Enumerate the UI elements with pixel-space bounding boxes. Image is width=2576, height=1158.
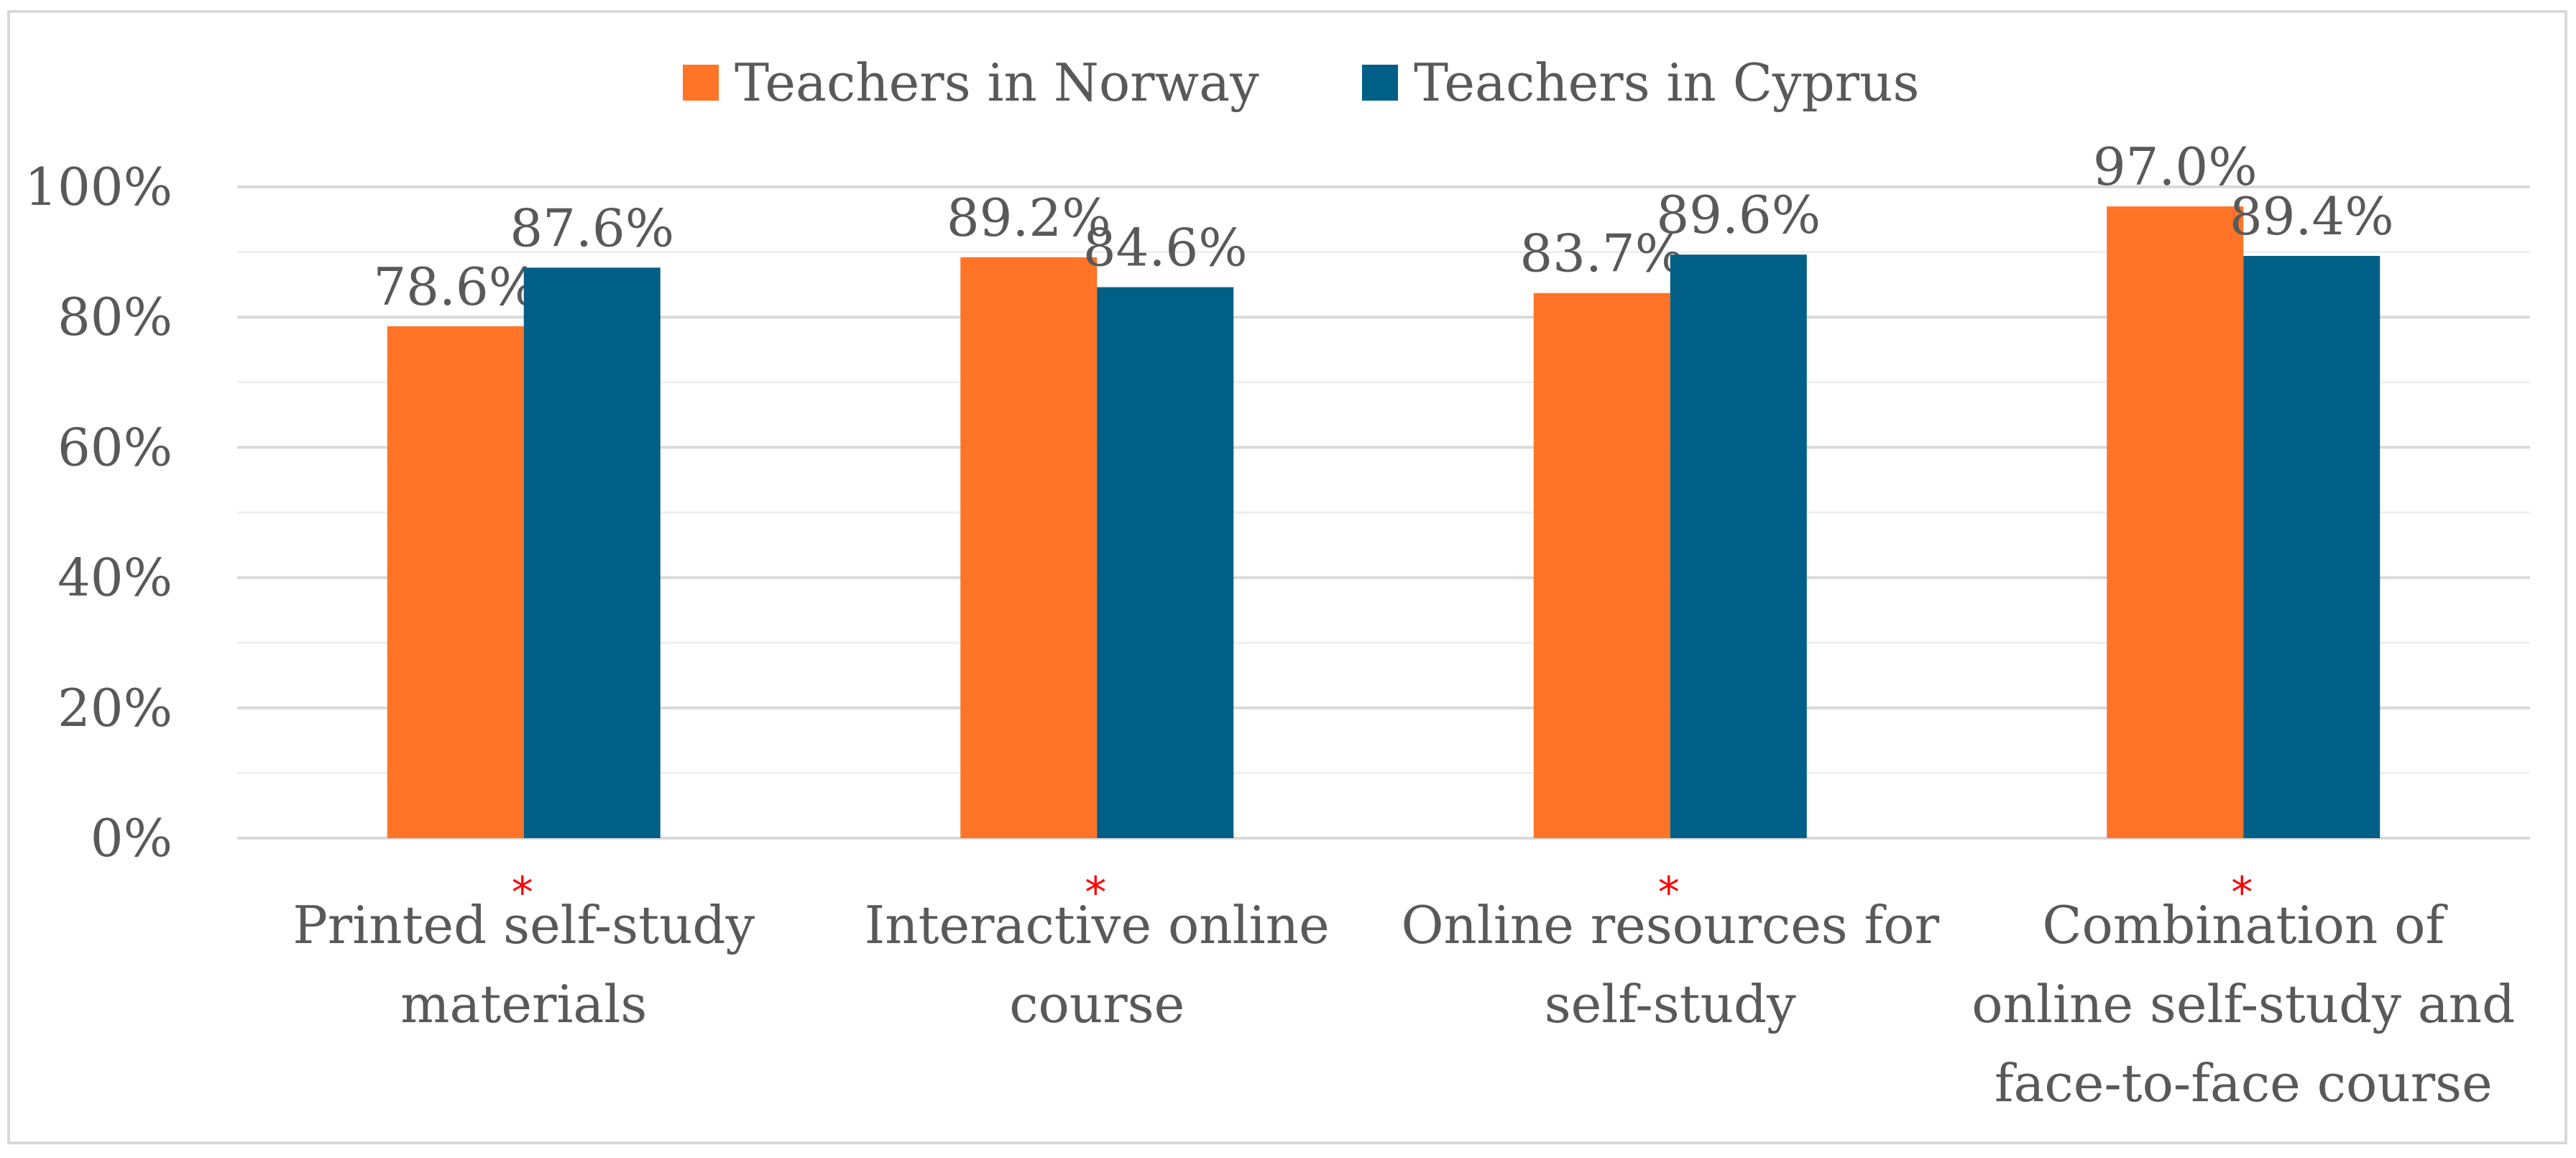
legend-label: Teachers in Norway bbox=[735, 52, 1259, 113]
data-label: 89.6% bbox=[1656, 185, 1821, 245]
data-label: 78.6% bbox=[373, 257, 538, 317]
category-label: Printed self-study bbox=[293, 895, 755, 955]
bar bbox=[1097, 287, 1234, 838]
data-label: 89.2% bbox=[947, 188, 1111, 248]
significance-marker: * bbox=[1085, 868, 1106, 918]
legend-swatch bbox=[1362, 65, 1398, 101]
category-label: Combination of bbox=[2042, 895, 2447, 955]
category-label: Online resources for bbox=[1401, 895, 1939, 955]
bar bbox=[1533, 293, 1670, 839]
data-label: 87.6% bbox=[510, 198, 674, 258]
y-tick-label: 40% bbox=[58, 548, 172, 608]
legend-label: Teachers in Cyprus bbox=[1414, 52, 1919, 113]
category-label: materials bbox=[400, 974, 647, 1034]
bar bbox=[2107, 206, 2244, 838]
significance-marker: * bbox=[1658, 868, 1680, 918]
y-tick-label: 80% bbox=[58, 287, 172, 347]
data-label: 84.6% bbox=[1083, 218, 1248, 278]
y-tick-label: 0% bbox=[91, 808, 172, 868]
category-label: course bbox=[1009, 974, 1184, 1034]
bar bbox=[387, 326, 524, 838]
significance-marker: * bbox=[2231, 868, 2253, 918]
y-tick-label: 100% bbox=[24, 157, 172, 217]
category-label: Interactive online bbox=[865, 895, 1330, 955]
bar bbox=[1670, 254, 1807, 838]
bar bbox=[2243, 256, 2380, 838]
significance-marker: * bbox=[512, 868, 533, 918]
bar bbox=[960, 257, 1098, 838]
category-label: online self-study and bbox=[1972, 974, 2515, 1034]
y-tick-label: 60% bbox=[58, 417, 172, 477]
category-label: self-study bbox=[1545, 974, 1796, 1034]
y-tick-label: 20% bbox=[58, 678, 172, 738]
data-label: 89.4% bbox=[2230, 186, 2394, 247]
data-label: 83.7% bbox=[1519, 224, 1684, 284]
legend-swatch bbox=[683, 65, 719, 101]
bar bbox=[523, 267, 661, 838]
data-label: 97.0% bbox=[2093, 137, 2258, 197]
category-label: face-to-face course bbox=[1995, 1053, 2493, 1113]
